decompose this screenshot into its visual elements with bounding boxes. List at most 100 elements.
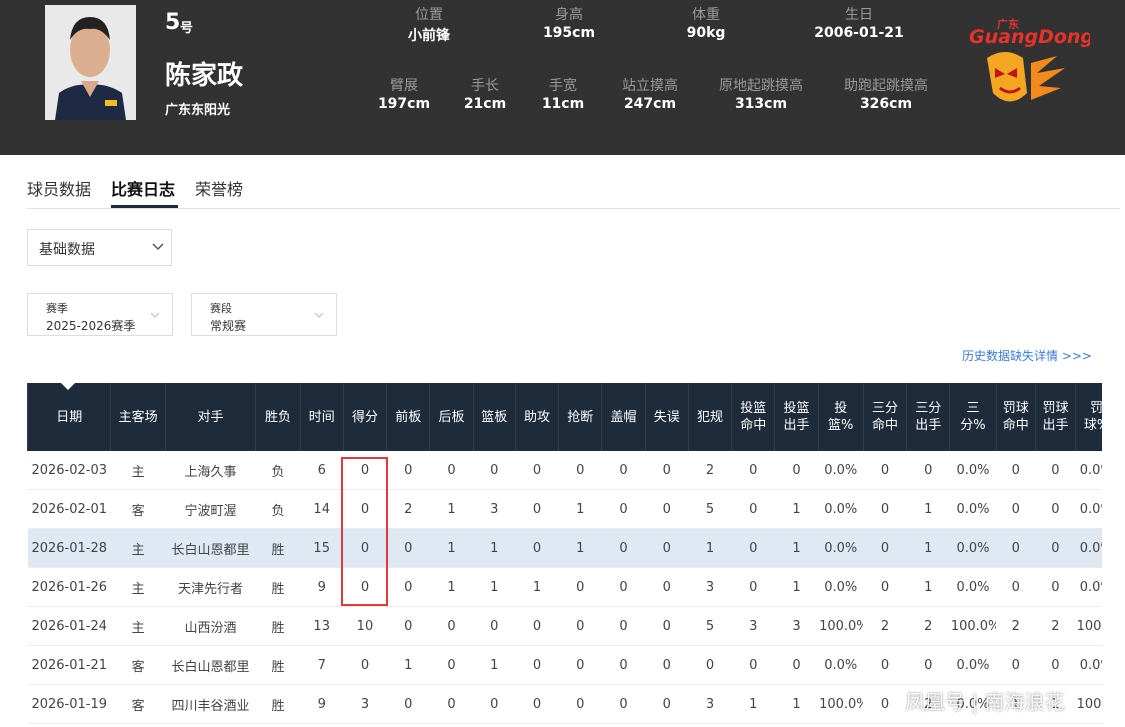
table-cell: 1 [558, 489, 602, 529]
table-cell: 3 [473, 489, 516, 529]
table-row: 2026-02-03 主上海久事负 6 0 0 0 0 0 0 0 0 2 0 0 0.0% 0 0 0.0% 0 0… [27, 451, 1102, 490]
table-cell: 0.0% [1075, 489, 1102, 529]
column-header: 投篮% [817, 383, 864, 451]
history-link[interactable]: 历史数据缺失详情 >>> [962, 349, 1092, 363]
table-cell: 1 [906, 489, 950, 529]
table-cell: 负 [255, 723, 301, 727]
table-cell: 100.0% [818, 684, 864, 724]
table-cell: 0 [343, 567, 387, 607]
table-cell: 0 [645, 723, 689, 727]
table-cell: 0 [601, 723, 646, 727]
tab-underline [111, 205, 178, 208]
stat-label: 站立摸高 [622, 78, 678, 94]
table-cell: 3 [774, 606, 819, 646]
dropdown[interactable]: 基础数据 [27, 229, 172, 266]
table-cell: 0 [386, 684, 430, 724]
table-row: 2026-01-21 客长白山恩都里胜 7 0 1 0 1 0 0 0 0 0 0 0 0.0% 0 0 0.0%… [27, 645, 1102, 685]
table-cell: 2026-01-26 [27, 567, 111, 607]
tab-active[interactable]: 比赛日志 [111, 180, 176, 199]
table-cell: 0 [386, 528, 430, 568]
table-cell: 0.0% [949, 723, 997, 727]
table-cell: 0 [601, 684, 646, 724]
column-header: 对手 [164, 383, 256, 451]
column-header: 前板 [386, 383, 430, 451]
table-cell: 胜 [255, 684, 301, 724]
table-cell: 0 [774, 451, 819, 490]
table-cell: 0 [515, 451, 559, 490]
column-header: 时间 [299, 383, 344, 451]
table-cell: 北京控股 [165, 723, 256, 727]
table-cell: 5 [688, 489, 732, 529]
table-cell: 0 [1035, 567, 1076, 607]
table-cell: 0 [429, 645, 474, 685]
stat-value: 247cm [623, 96, 677, 112]
table-cell: 0 [558, 567, 602, 607]
jersey-suffix: 号 [180, 21, 194, 36]
table-cell: 0 [863, 723, 907, 727]
table-cell: 1 [688, 528, 732, 568]
game-log-table: 日期 主客场 对手 胜负 时间 得分 前板 后板 篮板 助攻 抢断 盖帽 失误 犯规 投篮命中 投篮出手 投篮%… [27, 383, 1102, 727]
table-cell: 1 [386, 645, 430, 685]
table-cell: 100.0% [1075, 606, 1102, 646]
table-cell: 0 [601, 606, 646, 646]
table-cell: 0 [558, 684, 602, 724]
table-cell: 0 [343, 645, 387, 685]
table-cell: 客 [110, 645, 166, 685]
table: 日期 主客场 对手 胜负 时间 得分 前板 后板 篮板 助攻 抢断 盖帽 失误 犯规 投篮命中 投篮出手 投篮%… [27, 383, 1102, 727]
column-header: 抢断 [558, 383, 602, 451]
table-cell: 0 [386, 606, 430, 646]
table-cell: 胜 [255, 567, 301, 607]
highlight-box [341, 457, 388, 606]
table-cell: 0.0% [1075, 528, 1102, 568]
table-row: 2026-01-26 主天津先行者胜 9 0 0 1 1 1 0 0 0 3 0 1 0.0% 0 1 0.0% 0… [27, 567, 1102, 607]
column-header: 主客场 [110, 383, 166, 451]
table-cell: 1 [473, 528, 516, 568]
table-cell: 0 [386, 567, 430, 607]
table-cell: 9 [300, 567, 344, 607]
table-cell: 10 [343, 606, 387, 646]
table-cell: 1 [473, 645, 516, 685]
table-cell: 3 [688, 684, 732, 724]
table-cell: 主 [110, 723, 166, 727]
table-cell: 0 [731, 645, 775, 685]
table-cell: 1 [774, 528, 819, 568]
table-cell: 1 [774, 684, 819, 724]
table-cell: 1 [386, 723, 430, 727]
player-header: 5 号 陈家政 广东东阳光 位置 小前锋 身高 195cm 体重 90kg 生日 2006-0… [0, 0, 1125, 155]
tab[interactable]: 球员数据 [27, 180, 92, 199]
stat-value: 11cm [541, 96, 585, 112]
column-header: 三分命中 [862, 383, 907, 451]
table-cell: 6 [300, 451, 344, 490]
table-cell: 0.0% [818, 567, 864, 607]
table-cell: 0.0% [1075, 723, 1102, 727]
table-cell: 0 [996, 645, 1036, 685]
table-cell: 0 [1035, 489, 1076, 529]
table-cell: 0 [645, 528, 689, 568]
table-cell: 0 [515, 645, 559, 685]
table-cell: 0.0% [1075, 567, 1102, 607]
table-cell: 胜 [255, 528, 301, 568]
table-cell: 2026-01-19 [27, 684, 111, 724]
stat-value: 2006-01-21 [814, 25, 904, 41]
table-cell: 1 [996, 684, 1036, 724]
table-cell: 0.0% [949, 528, 997, 568]
table-cell: 1 [731, 684, 775, 724]
jersey-number: 5 [165, 10, 181, 35]
table-cell: 0 [515, 684, 559, 724]
table-cell: 0 [645, 606, 689, 646]
stat-value: 195cm [542, 25, 596, 41]
table-cell: 3 [731, 606, 775, 646]
table-cell: 0 [601, 451, 646, 490]
table-cell: 0.0% [949, 645, 997, 685]
select[interactable]: 赛季 2025-2026赛季 [27, 293, 173, 336]
stat-value: 21cm [463, 96, 507, 112]
table-cell: 0 [645, 451, 689, 490]
stat-label: 手长 [471, 78, 499, 94]
table-cell: 0 [429, 684, 474, 724]
select[interactable]: 赛段 常规赛 [191, 293, 337, 336]
table-cell: 0 [863, 489, 907, 529]
table-cell: 100.0% [949, 606, 997, 646]
table-cell: 2 [1035, 606, 1076, 646]
tab[interactable]: 荣誉榜 [195, 180, 244, 199]
table-cell: 2026-02-03 [27, 451, 111, 490]
